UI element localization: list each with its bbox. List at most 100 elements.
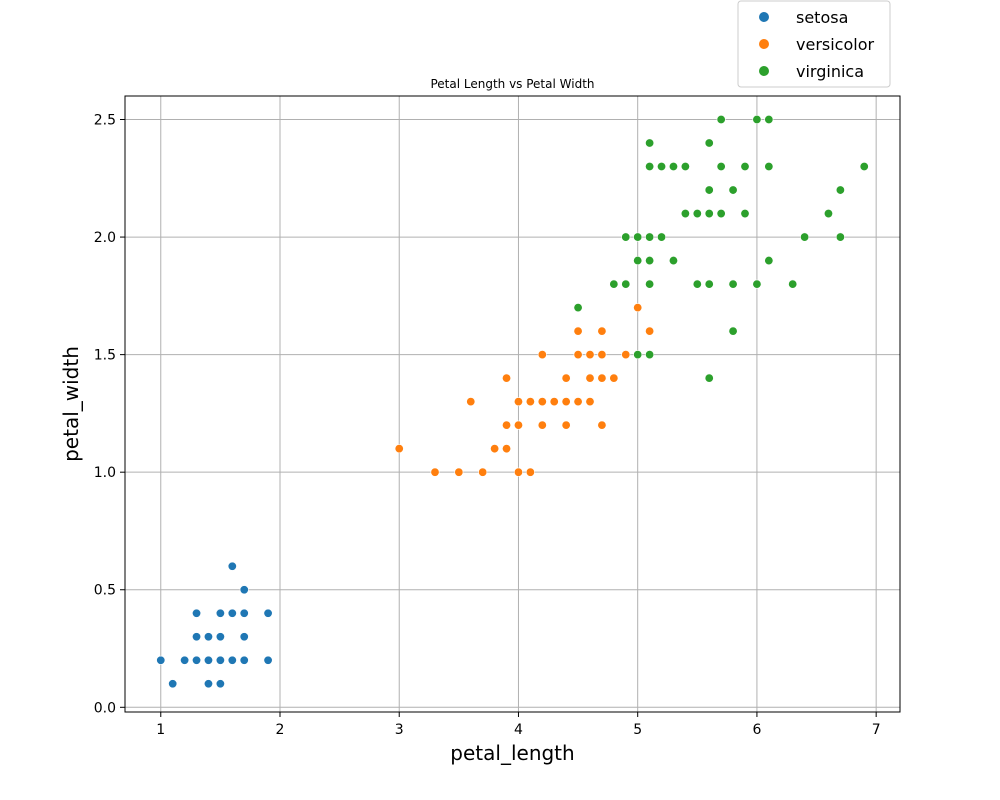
data-point-virginica (633, 256, 643, 266)
y-axis-label: petal_width (59, 346, 83, 462)
data-point-virginica (823, 209, 833, 219)
x-tick-label: 4 (514, 722, 523, 738)
data-point-versicolor (573, 326, 583, 336)
chart-title: Petal Length vs Petal Width (430, 77, 594, 91)
y-tick-label: 1.0 (94, 465, 116, 481)
data-point-setosa (203, 679, 213, 689)
data-point-virginica (788, 279, 798, 289)
data-point-virginica (728, 185, 738, 195)
data-point-virginica (657, 232, 667, 242)
data-point-versicolor (597, 326, 607, 336)
y-tick-label: 0.0 (94, 700, 116, 716)
data-point-setosa (227, 608, 237, 618)
data-point-setosa (263, 655, 273, 665)
data-point-setosa (215, 679, 225, 689)
data-point-virginica (692, 279, 702, 289)
data-point-virginica (692, 209, 702, 219)
data-point-virginica (716, 209, 726, 219)
data-point-versicolor (454, 467, 464, 477)
x-tick-label: 3 (395, 722, 404, 738)
data-point-virginica (835, 185, 845, 195)
data-point-virginica (645, 138, 655, 148)
data-point-virginica (704, 279, 714, 289)
data-point-versicolor (585, 397, 595, 407)
legend-marker-versicolor (759, 39, 769, 49)
legend-marker-virginica (759, 66, 769, 76)
legend: setosa versicolor virginica (737, 0, 891, 88)
data-point-virginica (752, 115, 762, 125)
data-point-virginica (716, 162, 726, 172)
data-point-virginica (764, 115, 774, 125)
data-point-virginica (728, 326, 738, 336)
data-point-versicolor (466, 397, 476, 407)
data-point-virginica (633, 232, 643, 242)
data-point-versicolor (537, 420, 547, 430)
data-point-versicolor (585, 350, 595, 360)
data-point-versicolor (621, 350, 631, 360)
data-point-versicolor (573, 397, 583, 407)
data-point-versicolor (573, 350, 583, 360)
data-point-versicolor (561, 397, 571, 407)
data-point-virginica (800, 232, 810, 242)
data-point-virginica (645, 256, 655, 266)
data-point-setosa (192, 655, 202, 665)
y-tick-label: 2.0 (94, 230, 116, 246)
y-tick-label: 2.5 (94, 113, 116, 129)
data-point-versicolor (561, 373, 571, 383)
data-point-versicolor (537, 397, 547, 407)
data-point-setosa (215, 632, 225, 642)
data-point-virginica (668, 162, 678, 172)
data-point-versicolor (585, 373, 595, 383)
data-point-versicolor (537, 350, 547, 360)
data-point-versicolor (513, 467, 523, 477)
legend-box (737, 0, 891, 88)
data-point-versicolor (502, 420, 512, 430)
data-point-virginica (680, 162, 690, 172)
data-point-virginica (835, 232, 845, 242)
data-point-setosa (227, 561, 237, 571)
data-point-setosa (203, 655, 213, 665)
data-point-setosa (215, 655, 225, 665)
data-point-versicolor (645, 326, 655, 336)
legend-marker-setosa (759, 12, 769, 22)
data-point-setosa (156, 655, 166, 665)
data-point-virginica (573, 303, 583, 313)
data-point-virginica (764, 256, 774, 266)
data-point-versicolor (430, 467, 440, 477)
data-point-virginica (645, 232, 655, 242)
data-point-setosa (215, 608, 225, 618)
data-point-setosa (192, 632, 202, 642)
legend-label-versicolor: versicolor (796, 35, 874, 54)
data-point-setosa (180, 655, 190, 665)
data-point-versicolor (502, 444, 512, 454)
legend-label-setosa: setosa (796, 8, 848, 27)
data-point-versicolor (490, 444, 500, 454)
data-point-versicolor (525, 467, 535, 477)
data-point-setosa (239, 655, 249, 665)
y-tick-label: 0.5 (94, 583, 116, 599)
data-point-versicolor (597, 373, 607, 383)
data-point-virginica (645, 350, 655, 360)
plot-frame (124, 95, 901, 713)
x-tick-label: 5 (633, 722, 642, 738)
x-tick-label: 7 (872, 722, 881, 738)
data-point-virginica (668, 256, 678, 266)
y-tick-label: 1.5 (94, 348, 116, 364)
data-point-versicolor (561, 420, 571, 430)
data-point-setosa (227, 655, 237, 665)
data-point-virginica (633, 350, 643, 360)
data-point-virginica (645, 162, 655, 172)
data-point-virginica (859, 162, 869, 172)
x-axis-label: petal_length (450, 741, 574, 765)
data-point-virginica (752, 279, 762, 289)
data-point-virginica (621, 279, 631, 289)
data-point-versicolor (478, 467, 488, 477)
data-point-virginica (657, 162, 667, 172)
data-points (156, 115, 869, 689)
data-point-versicolor (549, 397, 559, 407)
data-point-virginica (680, 209, 690, 219)
data-point-setosa (192, 608, 202, 618)
data-point-versicolor (597, 350, 607, 360)
data-point-virginica (764, 162, 774, 172)
grid-lines (125, 96, 900, 712)
